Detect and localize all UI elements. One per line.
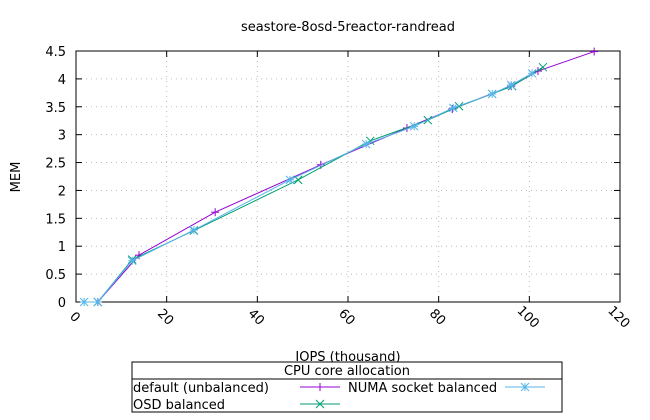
data-point — [487, 89, 497, 99]
x-tick-label: 40 — [245, 306, 267, 328]
chart-title: seastore-8osd-5reactor-randread — [241, 20, 455, 35]
data-point — [361, 139, 371, 149]
legend-sample-marker — [315, 399, 325, 409]
data-point — [409, 121, 419, 131]
y-tick-label: 2.5 — [45, 157, 66, 172]
data-point — [285, 175, 295, 185]
data-point — [127, 256, 137, 266]
data-point — [538, 62, 548, 72]
legend-label-osd: OSD balanced — [133, 398, 225, 413]
x-tick-label: 60 — [335, 306, 357, 328]
x-tick-label: 80 — [426, 306, 448, 328]
plot-border — [75, 50, 621, 303]
x-tick-label: 100 — [514, 303, 542, 331]
data-point — [79, 297, 89, 307]
y-tick-label: 4 — [58, 73, 66, 88]
legend-title: CPU core allocation — [284, 364, 410, 379]
data-point — [93, 297, 103, 307]
y-axis-label: MEM — [9, 162, 24, 193]
y-tick-label: 1 — [58, 240, 66, 255]
series-0 — [93, 47, 599, 306]
y-tick-label: 0 — [58, 296, 66, 311]
data-point — [527, 68, 537, 78]
x-axis-label: IOPS (thousand) — [295, 350, 400, 365]
series-line — [97, 66, 544, 303]
data-point — [293, 175, 303, 185]
series-line — [84, 72, 533, 303]
y-tick-label: 3.5 — [45, 101, 66, 116]
y-tick-label: 4.5 — [45, 45, 66, 60]
x-tick-label: 20 — [154, 306, 176, 328]
y-tick-label: 1.5 — [45, 212, 66, 227]
y-tick-label: 3 — [58, 129, 66, 144]
legend-sample-marker — [520, 382, 530, 392]
series-2 — [93, 62, 548, 307]
legend-label-numa: NUMA socket balanced — [348, 381, 497, 396]
y-tick-label: 0.5 — [45, 268, 66, 283]
x-tick-label: 120 — [604, 303, 632, 331]
series-line — [97, 51, 595, 303]
y-tick-label: 2 — [58, 184, 66, 199]
data-point — [506, 80, 516, 90]
series-1 — [79, 68, 537, 307]
data-point — [448, 103, 458, 113]
data-point — [189, 225, 199, 235]
legend-box — [131, 361, 563, 413]
x-tick-label: 0 — [66, 309, 82, 325]
legend-label-default: default (unbalanced) — [133, 381, 269, 396]
